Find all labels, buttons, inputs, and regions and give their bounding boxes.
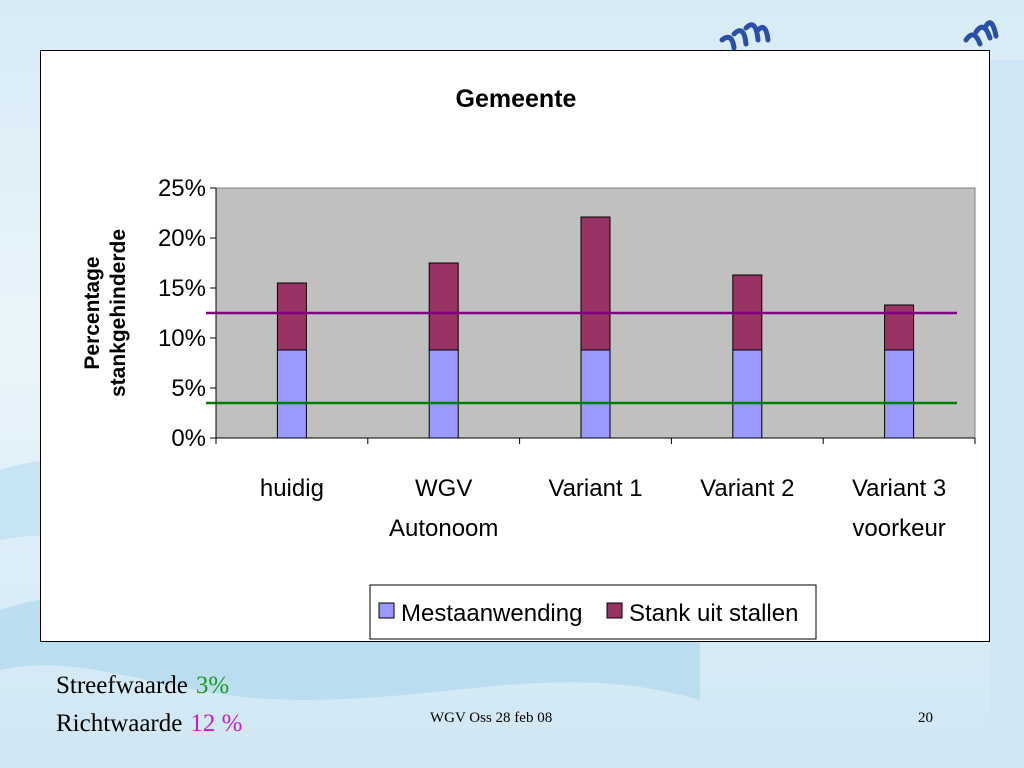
bar-mestaanwending-1	[428, 349, 459, 439]
bar-stank-uit-stallen-2	[580, 216, 611, 351]
richtwaarde-label: Richtwaarde	[56, 710, 183, 737]
streefwaarde-value: 3%	[195, 672, 230, 699]
bar-mestaanwending-2	[580, 349, 611, 439]
y-axis-label-line-1: Percentage	[81, 256, 104, 369]
logo-waves-icon	[719, 20, 999, 51]
bar-mestaanwending-0	[276, 349, 307, 439]
x-category-label-1-1: Autonoom	[389, 515, 498, 542]
legend-box	[369, 584, 817, 640]
y-tick-label-2: 10%	[158, 325, 206, 352]
bars-group	[276, 216, 915, 439]
x-category-label-0-0: huidig	[260, 475, 324, 502]
bar-mestaanwending-4	[884, 349, 915, 439]
y-tick-label-4: 20%	[158, 225, 206, 252]
bar-stank-uit-stallen-1	[428, 262, 459, 351]
x-category-label-3-0: Variant 2	[700, 475, 794, 502]
x-category-label-4-0: Variant 3	[852, 475, 946, 502]
legend: Mestaanwending Stank uit stallen	[369, 584, 817, 640]
y-tick-label-1: 5%	[171, 375, 206, 402]
y-axis-label: Percentage stankgehinderde	[81, 229, 130, 397]
legend-swatch-stank-uit-stallen	[606, 602, 623, 619]
bar-stank-uit-stallen-0	[276, 282, 307, 351]
y-tick-label-5: 25%	[158, 175, 206, 202]
y-tick-label-0: 0%	[171, 425, 206, 452]
footer-text: WGV Oss 28 feb 08	[430, 710, 553, 726]
stacked-bar-chart: Gemeente Percentage stankgehinderde 0% 5%…	[81, 85, 976, 640]
y-tick-label-3: 15%	[158, 275, 206, 302]
axes-group: 0% 5% 10% 15% 20% 25% huidig WGV Autonoom Variant…	[158, 175, 976, 542]
chart-title: Gemeente	[456, 85, 577, 113]
legend-label-stank-uit-stallen: Stank uit stallen	[629, 600, 798, 627]
y-axis-label-line-2: stankgehinderde	[107, 229, 130, 397]
streefwaarde-label: Streefwaarde	[56, 672, 188, 699]
x-category-label-2-0: Variant 1	[548, 475, 642, 502]
streefwaarde-note: Streefwaarde 3%	[56, 672, 229, 700]
x-category-label-1-0: WGV	[415, 475, 472, 502]
chart-frame: Gemeente Percentage stankgehinderde 0% 5%…	[40, 50, 990, 642]
page-number: 20	[918, 710, 933, 726]
legend-label-mestaanwending: Mestaanwending	[401, 600, 582, 627]
richtwaarde-note: Richtwaarde 12 %	[56, 710, 242, 738]
x-category-label-4-1: voorkeur	[852, 515, 945, 542]
richtwaarde-value: 12 %	[190, 710, 243, 737]
reference-lines-group	[206, 311, 957, 405]
bar-mestaanwending-3	[732, 349, 763, 439]
legend-swatch-mestaanwending	[378, 602, 395, 619]
